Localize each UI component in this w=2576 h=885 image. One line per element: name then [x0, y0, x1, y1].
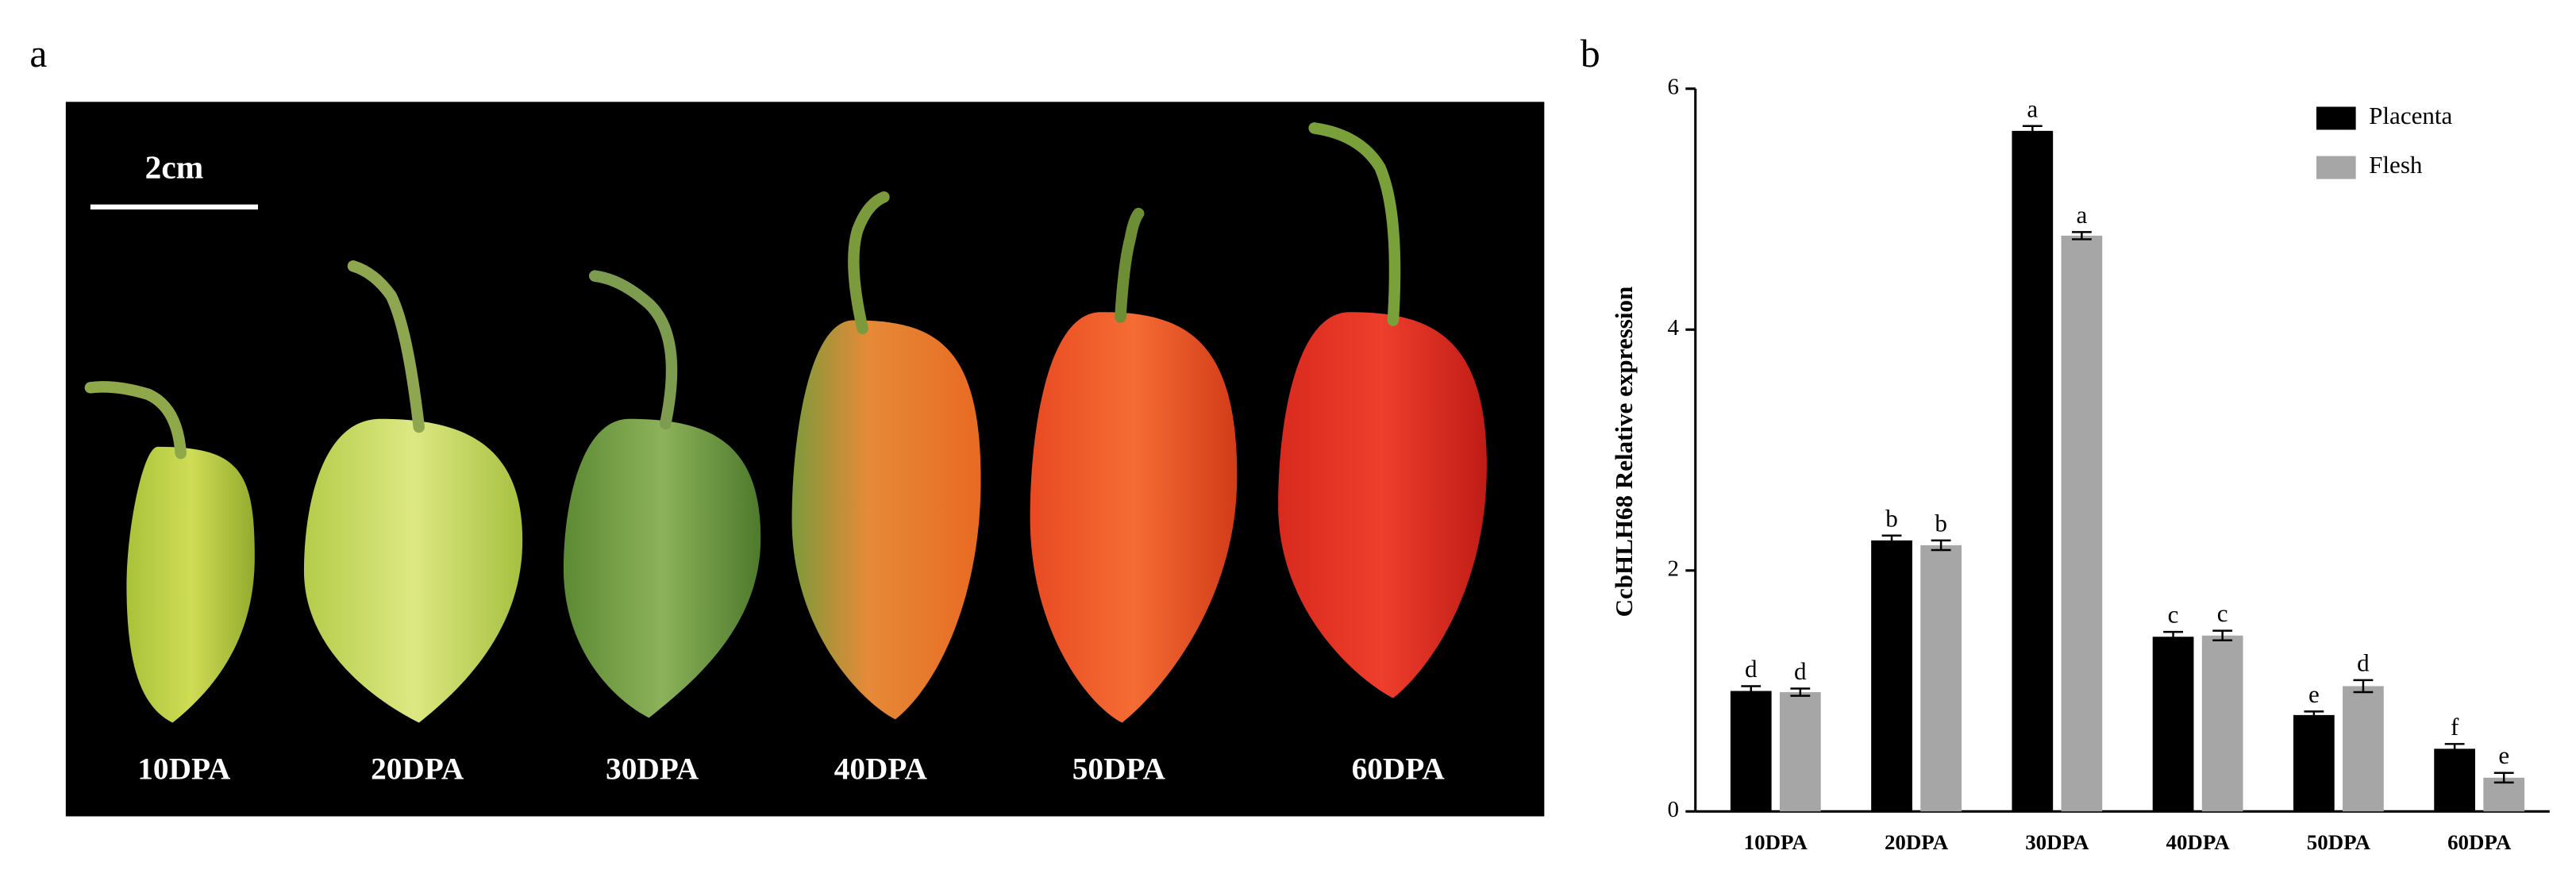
- stage-label: 30DPA: [606, 752, 699, 787]
- stage-label: 40DPA: [834, 752, 928, 787]
- y-axis-label: CcbHLH68 Relative expression: [1610, 287, 1638, 618]
- significance-letter: d: [1745, 655, 1758, 683]
- error-bar: [2071, 231, 2092, 240]
- legend-label: Flesh: [2369, 151, 2423, 179]
- x-tick-label: 40DPA: [2166, 830, 2231, 854]
- pepper: [563, 418, 761, 718]
- significance-letter: b: [1935, 509, 1947, 537]
- error-bar: [1881, 534, 1902, 547]
- significance-letter: f: [2451, 713, 2459, 741]
- error-bar: [1790, 687, 1811, 697]
- significance-letter: a: [2027, 94, 2038, 122]
- peppers: [84, 122, 1487, 723]
- error-bar: [2163, 630, 2183, 643]
- x-tick-label: 30DPA: [2025, 830, 2089, 854]
- pepper: [126, 446, 255, 723]
- bar: [1730, 691, 1772, 812]
- pepper-stem: [84, 381, 187, 460]
- legend-label: Placenta: [2369, 102, 2452, 129]
- error-bar: [1741, 685, 1762, 697]
- panel-label: a: [29, 32, 47, 75]
- significance-letter: a: [2076, 201, 2087, 229]
- stage-label: 20DPA: [371, 752, 464, 787]
- bar: [2061, 235, 2103, 812]
- bar: [2201, 635, 2243, 812]
- stage-label: 60DPA: [1352, 752, 1446, 787]
- bar: [2343, 686, 2384, 812]
- x-tick-label: 50DPA: [2307, 830, 2371, 854]
- bar: [2434, 748, 2475, 812]
- y-tick-label: 2: [1668, 556, 1679, 581]
- pepper: [303, 418, 523, 723]
- bar: [1871, 540, 1912, 812]
- x-tick-label: 60DPA: [2447, 830, 2512, 854]
- error-bar: [2022, 125, 2043, 137]
- error-bar: [1931, 539, 1951, 552]
- pepper: [1030, 312, 1238, 723]
- error-bar: [2493, 771, 2514, 784]
- stage-label: 10DPA: [137, 752, 231, 787]
- stage-label: 50DPA: [1072, 752, 1166, 787]
- significance-letter: c: [2168, 601, 2179, 629]
- error-bar: [2444, 743, 2465, 755]
- bar: [2012, 130, 2054, 812]
- x-tick-label: 20DPA: [1885, 830, 1949, 854]
- pepper: [791, 320, 981, 720]
- legend-swatch: [2316, 106, 2356, 130]
- pepper-stem: [1308, 122, 1401, 326]
- significance-letter: e: [2308, 680, 2320, 708]
- bar: [1920, 544, 1962, 812]
- y-tick-label: 6: [1668, 74, 1679, 99]
- significance-letter: e: [2498, 741, 2509, 769]
- significance-letter: c: [2217, 599, 2228, 627]
- significance-letter: b: [1885, 504, 1898, 532]
- pepper-stem: [848, 191, 890, 335]
- pepper-stem: [1115, 207, 1145, 323]
- pepper-stem: [588, 270, 678, 430]
- significance-letter: d: [2357, 648, 2370, 676]
- scale-label: 2cm: [145, 149, 204, 186]
- error-bar: [2304, 710, 2324, 720]
- significance-letter: d: [1794, 657, 1807, 685]
- pepper: [1278, 312, 1487, 698]
- y-tick-label: 4: [1668, 315, 1680, 341]
- bar: [1779, 692, 1821, 812]
- error-bar: [2353, 679, 2374, 694]
- error-bar: [2212, 629, 2233, 642]
- x-tick-label: 10DPA: [1744, 830, 1808, 854]
- y-tick-label: 0: [1668, 797, 1679, 822]
- bar: [2152, 637, 2194, 812]
- legend-swatch: [2316, 156, 2356, 179]
- panel-label: b: [1581, 32, 1600, 75]
- bar: [2293, 714, 2335, 812]
- pepper-stem: [347, 260, 425, 433]
